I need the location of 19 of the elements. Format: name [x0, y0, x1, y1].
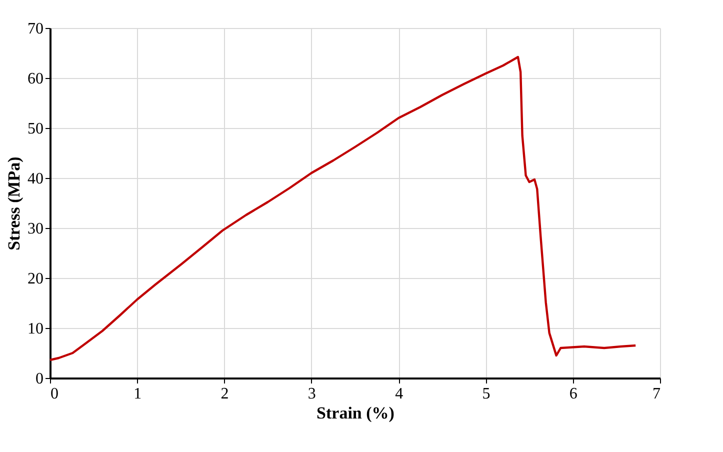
y-tick-label: 70: [28, 20, 44, 38]
x-tick-label: 0: [50, 386, 58, 402]
x-tick-label: 7: [652, 386, 660, 402]
y-tick-label: 50: [28, 120, 44, 138]
x-axis-title: Strain (%): [316, 404, 394, 422]
y-tick-label: 40: [28, 170, 44, 188]
x-tick-label: 6: [569, 386, 578, 402]
y-tick-label: 10: [28, 320, 44, 338]
x-tick-label: 3: [308, 386, 316, 402]
x-tick-label: 4: [395, 386, 404, 402]
line-series: [48, 56, 637, 362]
x-tick-label: 1: [134, 386, 142, 402]
y-tick-label: 60: [28, 70, 44, 88]
x-tick-label: 5: [482, 386, 490, 402]
y-axis-title: Stress (MPa): [4, 156, 24, 250]
y-tick-label: 30: [28, 220, 44, 238]
x-tick-label: 2: [220, 386, 229, 402]
y-tick-label: 0: [36, 370, 44, 388]
y-tick-label: 20: [28, 270, 44, 288]
